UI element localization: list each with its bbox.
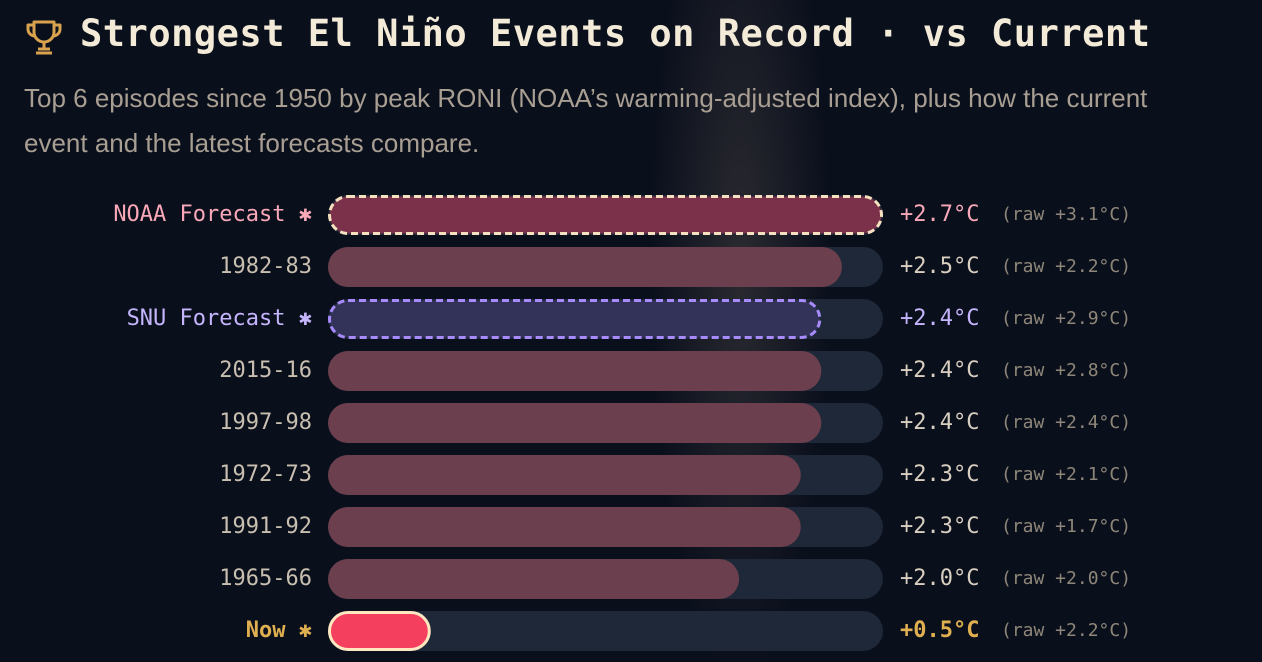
bar bbox=[328, 299, 822, 339]
raw-label: (raw +3.1°C) bbox=[1001, 204, 1131, 225]
trophy-icon bbox=[26, 20, 62, 55]
value-label: +2.5°C bbox=[900, 254, 979, 279]
raw-label: (raw +2.0°C) bbox=[1001, 568, 1131, 589]
category-label: SNU Forecast ✱ bbox=[127, 306, 312, 331]
raw-label: (raw +2.1°C) bbox=[1001, 464, 1131, 485]
value-label: +2.4°C bbox=[900, 306, 979, 331]
category-label: 1997-98 bbox=[219, 410, 312, 435]
chart-subtitle: Top 6 episodes since 1950 by peak RONI (… bbox=[24, 83, 1148, 158]
chart-title: Strongest El Niño Events on Record · vs … bbox=[80, 12, 1151, 55]
category-label: 1965-66 bbox=[219, 566, 312, 591]
bar bbox=[328, 195, 883, 235]
bar bbox=[328, 247, 842, 287]
value-label: +2.3°C bbox=[900, 514, 979, 539]
raw-label: (raw +2.8°C) bbox=[1001, 360, 1131, 381]
value-label: +2.0°C bbox=[900, 566, 979, 591]
category-label: NOAA Forecast ✱ bbox=[113, 202, 312, 227]
bar bbox=[328, 403, 822, 443]
bar bbox=[328, 611, 431, 651]
bar bbox=[328, 507, 801, 547]
value-label: +2.3°C bbox=[900, 462, 979, 487]
value-label: +2.7°C bbox=[900, 202, 979, 227]
raw-label: (raw +2.2°C) bbox=[1001, 620, 1131, 641]
category-label: 1972-73 bbox=[219, 462, 312, 487]
raw-label: (raw +1.7°C) bbox=[1001, 516, 1131, 537]
category-label: 2015-16 bbox=[219, 358, 312, 383]
bar bbox=[328, 559, 740, 599]
raw-label: (raw +2.9°C) bbox=[1001, 308, 1131, 329]
category-label: 1991-92 bbox=[219, 514, 312, 539]
category-label: 1982-83 bbox=[219, 254, 312, 279]
value-label: +0.5°C bbox=[900, 618, 979, 643]
bar-track bbox=[328, 611, 883, 651]
bar bbox=[328, 351, 822, 391]
raw-label: (raw +2.4°C) bbox=[1001, 412, 1131, 433]
bar bbox=[328, 455, 801, 495]
raw-label: (raw +2.2°C) bbox=[1001, 256, 1131, 277]
value-label: +2.4°C bbox=[900, 410, 979, 435]
value-label: +2.4°C bbox=[900, 358, 979, 383]
category-label: Now ✱ bbox=[246, 618, 312, 643]
